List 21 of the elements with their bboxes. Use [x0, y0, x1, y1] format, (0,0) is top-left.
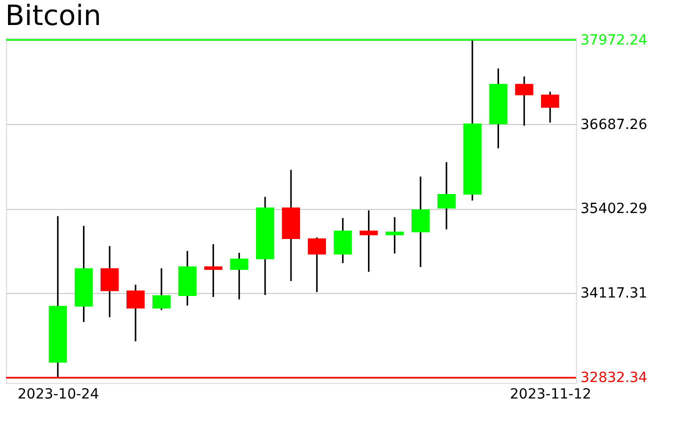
- candlestick: [126, 284, 145, 342]
- candlestick: [230, 252, 248, 300]
- x-tick-label: 2023-10-24: [18, 386, 100, 402]
- candlestick: [334, 217, 352, 264]
- candlestick: [541, 90, 560, 124]
- y-tick-label: 32832.34: [580, 370, 648, 386]
- y-tick-label: 36687.26: [580, 116, 648, 133]
- y-tick-label: 34117.31: [580, 286, 648, 302]
- y-tick-label: 35402.29: [580, 201, 648, 218]
- candlestick: [152, 268, 171, 311]
- candlestick: [411, 176, 430, 268]
- x-tick-label: 2023-11-12: [510, 386, 592, 402]
- candlestick: [386, 216, 404, 254]
- candlestick: [437, 161, 456, 230]
- candlestick: [308, 236, 326, 293]
- candlestick: [204, 243, 222, 298]
- y-tick-label: 37972.24: [580, 32, 648, 48]
- candlestick: [515, 76, 534, 126]
- chart-title: Bitcoin: [5, 0, 102, 32]
- candlestick: [100, 245, 119, 318]
- candlestick: [360, 210, 378, 273]
